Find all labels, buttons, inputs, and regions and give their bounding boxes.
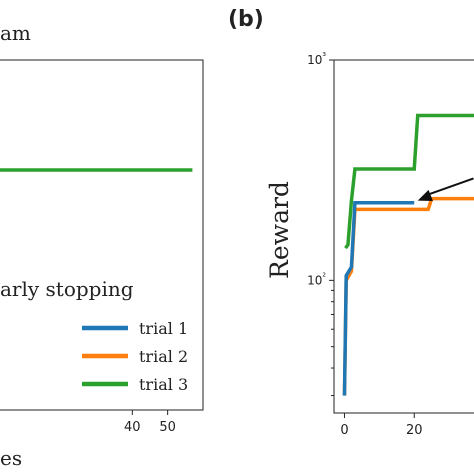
panel-label-b: (b) <box>228 7 264 32</box>
left-xlabel-fragment: es <box>0 446 22 470</box>
arrow-shaft <box>427 177 474 196</box>
right-series-group <box>342 113 474 396</box>
right-series-line-1 <box>342 200 415 396</box>
left-axes-frame <box>0 59 204 411</box>
right-axes-frame <box>333 59 474 414</box>
left-xaxis-ticks: 40 50 <box>124 410 176 435</box>
right-ylabel: Reward <box>265 181 294 279</box>
right-series-line-2 <box>342 196 474 396</box>
left-xtick-label-1: 50 <box>159 420 176 435</box>
right-xtick-label-0: 0 <box>340 423 348 438</box>
callout-arrow <box>417 177 474 202</box>
legend-label-3: trial 3 <box>139 375 188 394</box>
right-series-line-3 <box>344 113 474 250</box>
right-panel: (b) Reward 10² 10³ 0 20 <box>228 7 474 438</box>
right-xaxis-ticks: 0 20 <box>340 413 423 438</box>
legend: trial 1 trial 2 trial 3 <box>82 319 188 394</box>
right-ytick-label-0: 10² <box>307 272 326 287</box>
right-xtick-label-1: 20 <box>406 423 423 438</box>
left-title-fragment: am <box>0 21 31 45</box>
legend-label-2: trial 2 <box>139 347 188 366</box>
left-annotation: arly stopping <box>0 277 134 301</box>
left-xtick-label-0: 40 <box>124 420 141 435</box>
arrow-head <box>417 189 433 202</box>
right-ytick-label-1: 10³ <box>307 52 326 67</box>
legend-label-1: trial 1 <box>139 319 188 338</box>
right-yaxis-ticks: 10² 10³ <box>307 52 334 397</box>
